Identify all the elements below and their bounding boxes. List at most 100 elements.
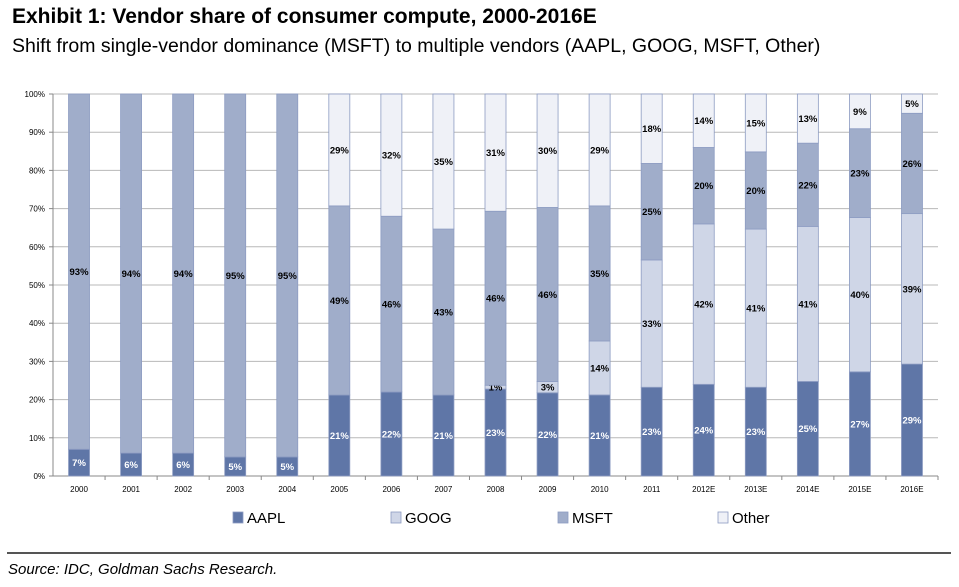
data-label: 21% xyxy=(590,431,610,442)
data-label: 21% xyxy=(330,431,350,442)
y-tick-label: 70% xyxy=(29,205,45,214)
data-label: 22% xyxy=(798,180,818,191)
data-label: 23% xyxy=(746,427,766,438)
data-label: 95% xyxy=(278,271,298,282)
data-label: 3% xyxy=(541,383,555,394)
y-tick-label: 10% xyxy=(29,434,45,443)
x-tick-label: 2000 xyxy=(70,485,88,494)
y-tick-label: 20% xyxy=(29,396,45,405)
data-label: 15% xyxy=(746,118,766,129)
x-tick-label: 2010 xyxy=(591,485,609,494)
bar-segment-other xyxy=(849,93,871,130)
bar-segment-other xyxy=(692,93,715,148)
data-label: 33% xyxy=(642,319,662,330)
y-tick-label: 40% xyxy=(29,319,45,328)
legend-label: GOOG xyxy=(405,510,452,527)
legend-swatch-goog xyxy=(390,511,402,524)
data-label: 46% xyxy=(382,300,402,311)
y-tick-label: 30% xyxy=(29,357,45,366)
x-tick-label: 2016E xyxy=(900,485,923,494)
data-label: 20% xyxy=(746,186,766,197)
data-label: 14% xyxy=(694,116,714,127)
bar-segment-other xyxy=(536,93,559,208)
data-label: 22% xyxy=(538,430,558,441)
bar-segment-other xyxy=(328,93,351,207)
bar-segment-other xyxy=(380,93,403,217)
data-label: 94% xyxy=(174,269,194,280)
bar-segment-other xyxy=(640,93,663,164)
bar-segment-other xyxy=(744,93,767,153)
data-label: 93% xyxy=(70,267,90,278)
legend-label: Other xyxy=(732,510,770,527)
data-label: 5% xyxy=(905,99,919,110)
bar-segment-msft xyxy=(224,93,247,458)
legend-label: MSFT xyxy=(572,510,613,527)
data-label: 27% xyxy=(850,419,870,430)
bar-segment-msft xyxy=(68,93,90,450)
data-label: 41% xyxy=(798,299,818,310)
data-label: 30% xyxy=(538,146,558,157)
legend-swatch-msft xyxy=(557,511,569,524)
legend-swatch-aapl xyxy=(232,511,244,524)
y-tick-label: 80% xyxy=(29,166,45,175)
data-label: 23% xyxy=(642,427,662,438)
data-label: 29% xyxy=(590,145,610,156)
y-tick-label: 50% xyxy=(29,281,45,290)
legend-label: AAPL xyxy=(247,510,285,527)
legend-swatch-other xyxy=(717,511,729,524)
data-label: 7% xyxy=(72,458,86,469)
data-label: 46% xyxy=(486,294,506,305)
data-label: 43% xyxy=(434,308,454,319)
x-tick-label: 2002 xyxy=(174,485,192,494)
x-tick-label: 2006 xyxy=(382,485,400,494)
y-tick-label: 0% xyxy=(33,472,45,481)
x-tick-label: 2003 xyxy=(226,485,244,494)
x-tick-label: 2015E xyxy=(848,485,871,494)
data-label: 21% xyxy=(434,431,454,442)
data-label: 26% xyxy=(902,159,922,170)
data-label: 42% xyxy=(694,300,714,311)
bar-segment-other xyxy=(901,93,923,114)
data-label: 29% xyxy=(330,145,350,156)
data-label: 25% xyxy=(642,207,662,218)
bar-segment-other xyxy=(484,93,507,212)
data-label: 18% xyxy=(642,124,662,135)
source-note: Source: IDC, Goldman Sachs Research. xyxy=(8,561,278,578)
chart-subtitle: Shift from single-vendor dominance (MSFT… xyxy=(12,35,821,57)
x-tick-label: 2008 xyxy=(487,485,505,494)
y-tick-label: 60% xyxy=(29,243,45,252)
data-label: 29% xyxy=(902,416,922,427)
data-label: 14% xyxy=(590,363,610,374)
x-tick-label: 2004 xyxy=(278,485,296,494)
bar-segment-other xyxy=(588,93,611,207)
data-label: 23% xyxy=(486,428,506,439)
chart-title: Exhibit 1: Vendor share of consumer comp… xyxy=(12,5,597,28)
data-label: 94% xyxy=(122,269,142,280)
x-tick-label: 2014E xyxy=(796,485,819,494)
x-tick-label: 2012E xyxy=(692,485,715,494)
data-label: 1% xyxy=(489,383,503,394)
x-tick-label: 2007 xyxy=(435,485,453,494)
data-label: 6% xyxy=(124,460,138,471)
data-label: 40% xyxy=(850,290,870,301)
data-label: 35% xyxy=(590,269,610,280)
data-label: 23% xyxy=(850,169,870,180)
data-label: 25% xyxy=(798,424,818,435)
data-label: 35% xyxy=(434,157,454,168)
data-label: 6% xyxy=(176,460,190,471)
y-tick-label: 90% xyxy=(29,128,45,137)
data-label: 13% xyxy=(798,114,818,125)
footer-divider xyxy=(7,552,951,554)
bar-segment-msft xyxy=(276,93,299,458)
bar-segment-msft xyxy=(120,93,142,454)
x-tick-label: 2011 xyxy=(643,485,661,494)
x-tick-label: 2005 xyxy=(330,485,348,494)
data-label: 41% xyxy=(746,304,766,315)
data-label: 22% xyxy=(382,429,402,440)
data-label: 46% xyxy=(538,290,558,301)
data-label: 49% xyxy=(330,296,350,307)
bar-segment-other xyxy=(796,93,819,144)
bar-segment-msft xyxy=(172,93,195,454)
data-label: 95% xyxy=(226,271,246,282)
x-tick-label: 2013E xyxy=(744,485,767,494)
